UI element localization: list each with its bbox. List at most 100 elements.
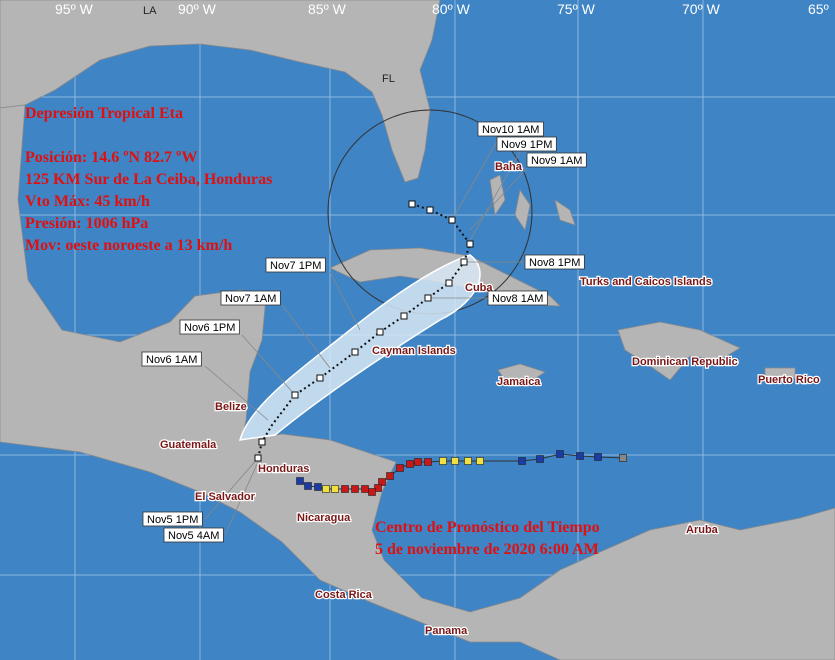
label-box xyxy=(524,254,585,270)
forecast-labels: Nov10 1AM Nov9 1PM Nov9 1AM Nov8 1PM Nov8 1A… xyxy=(141,121,587,543)
past-point xyxy=(396,464,404,472)
info-line: Posición: 14.6 ºN 82.7 ºW xyxy=(25,149,197,166)
past-point xyxy=(296,477,304,485)
past-point xyxy=(322,485,330,493)
place-label: Cayman Islands xyxy=(372,345,456,357)
forecast-label: Nov10 1AM xyxy=(482,124,539,136)
track-point xyxy=(460,258,468,266)
past-point xyxy=(451,457,459,465)
longitude-label: 80º W xyxy=(432,1,471,17)
past-track xyxy=(296,450,627,496)
longitude-label: 90º W xyxy=(178,1,217,17)
credit: 5 de noviembre de 2020 6:00 AM xyxy=(375,541,599,558)
track-point xyxy=(408,200,416,208)
forecast-cone xyxy=(238,254,481,441)
info-line: 125 KM Sur de La Ceiba, Honduras xyxy=(25,171,272,188)
past-point xyxy=(361,485,369,493)
label-box xyxy=(141,351,202,367)
state-label: LA xyxy=(143,5,157,17)
info-title: Depresión Tropical Eta xyxy=(25,105,183,122)
track-point xyxy=(445,279,453,287)
place-label: Aruba xyxy=(686,524,719,536)
longitude-label: 75º W xyxy=(557,1,596,17)
label-box xyxy=(163,527,224,543)
forecast-label: Nov5 1PM xyxy=(147,514,198,526)
place-label: Panama xyxy=(425,625,468,637)
place-label: Costa Rica xyxy=(315,589,373,601)
track-point xyxy=(400,312,408,320)
past-point xyxy=(406,460,414,468)
info-line: Presión: 1006 hPa xyxy=(25,215,148,232)
forecast-label: Nov8 1AM xyxy=(492,293,543,305)
past-point xyxy=(386,472,394,480)
track-point xyxy=(466,240,474,248)
past-point xyxy=(374,484,382,492)
credit: Centro de Pronóstico del Tiempo xyxy=(375,519,600,536)
past-point xyxy=(536,455,544,463)
past-point xyxy=(378,478,386,486)
place-label: El Salvador xyxy=(195,491,256,503)
track-point xyxy=(376,328,384,336)
past-point xyxy=(314,483,322,491)
past-point xyxy=(424,458,432,466)
place-label: Baha xyxy=(495,161,523,173)
forecast-label: Nov7 1PM xyxy=(270,260,321,272)
forecast-label: Nov6 1AM xyxy=(146,354,197,366)
forecast-label: Nov6 1PM xyxy=(184,322,235,334)
track-point xyxy=(291,391,299,399)
place-label: Nicaragua xyxy=(297,512,351,524)
label-box xyxy=(526,152,587,168)
track-point xyxy=(254,454,262,462)
forecast-label: Nov9 1AM xyxy=(531,155,582,167)
label-box xyxy=(496,136,557,152)
past-point xyxy=(518,457,526,465)
info-line: Mov: oeste noroeste a 13 km/h xyxy=(25,237,232,254)
past-point xyxy=(576,452,584,460)
forecast-label: Nov5 4AM xyxy=(168,530,219,542)
past-point xyxy=(414,458,422,466)
forecast-label: Nov8 1PM xyxy=(529,257,580,269)
past-point xyxy=(476,457,484,465)
longitude-label: 85º W xyxy=(308,1,347,17)
track-point xyxy=(351,348,359,356)
place-label: Puerto Rico xyxy=(758,374,820,386)
forecast-label: Nov9 1PM xyxy=(501,139,552,151)
past-point xyxy=(464,457,472,465)
track-point xyxy=(426,206,434,214)
place-label: Honduras xyxy=(258,463,309,475)
longitude-label: 65º xyxy=(808,1,829,17)
forecast-label: Nov7 1AM xyxy=(225,293,276,305)
track-point xyxy=(258,438,266,446)
past-point xyxy=(368,488,376,496)
leader-lines xyxy=(204,135,528,536)
state-label: FL xyxy=(382,73,395,85)
past-point xyxy=(351,485,359,493)
track-point xyxy=(448,216,456,224)
place-label: Jamaica xyxy=(497,376,541,388)
label-box xyxy=(142,511,203,527)
past-point xyxy=(341,485,349,493)
place-label: Guatemala xyxy=(160,439,217,451)
track-points xyxy=(254,200,474,462)
info-line: Vto Máx: 45 km/h xyxy=(25,193,150,210)
track-point xyxy=(424,294,432,302)
place-label: Belize xyxy=(215,401,247,413)
past-point xyxy=(556,450,564,458)
past-point xyxy=(594,453,602,461)
place-label: Dominican Republic xyxy=(632,356,738,368)
past-point xyxy=(619,454,627,462)
past-point xyxy=(304,482,312,490)
place-label: Turks and Caicos Islands xyxy=(580,276,712,288)
label-box xyxy=(220,290,281,306)
past-point xyxy=(439,457,447,465)
place-label: Cuba xyxy=(465,282,493,294)
track-point xyxy=(316,374,324,382)
label-box xyxy=(487,290,548,306)
label-box xyxy=(265,257,326,273)
label-box xyxy=(477,121,544,137)
longitude-label: 95º W xyxy=(55,1,94,17)
past-point xyxy=(331,485,339,493)
longitude-label: 70º W xyxy=(682,1,721,17)
label-box xyxy=(179,319,240,335)
